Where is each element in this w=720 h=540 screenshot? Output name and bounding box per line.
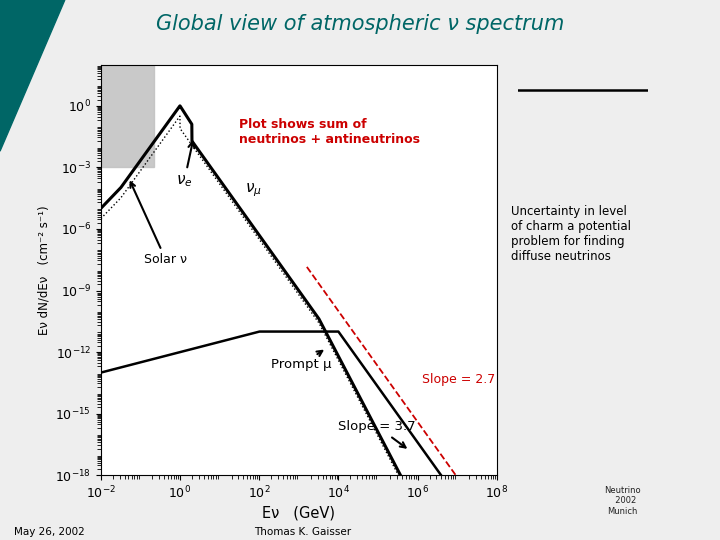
Text: Thomas K. Gaisser: Thomas K. Gaisser xyxy=(254,527,351,537)
Text: Slope = 3.7: Slope = 3.7 xyxy=(338,420,416,448)
Text: $\nu_e$: $\nu_e$ xyxy=(176,141,194,188)
Text: Solar ν: Solar ν xyxy=(130,183,187,266)
Text: Plot shows sum of
neutrinos + antineutrinos: Plot shows sum of neutrinos + antineutri… xyxy=(240,118,420,146)
X-axis label: Eν   (GeV): Eν (GeV) xyxy=(262,505,336,521)
Bar xyxy=(101,65,154,167)
Text: Slope = 2.7: Slope = 2.7 xyxy=(422,373,495,386)
Text: Prompt μ: Prompt μ xyxy=(271,351,332,372)
Text: May 26, 2002: May 26, 2002 xyxy=(14,527,85,537)
Text: Uncertainty in level
of charm a potential
problem for finding
diffuse neutrinos: Uncertainty in level of charm a potentia… xyxy=(511,205,631,263)
Y-axis label: Eν dN/dEν   (cm⁻² s⁻¹): Eν dN/dEν (cm⁻² s⁻¹) xyxy=(38,205,51,335)
Text: Global view of atmospheric ν spectrum: Global view of atmospheric ν spectrum xyxy=(156,14,564,33)
Text: Neutrino
  2002
Munich: Neutrino 2002 Munich xyxy=(605,486,641,516)
Text: $\nu_\mu$: $\nu_\mu$ xyxy=(246,181,262,199)
